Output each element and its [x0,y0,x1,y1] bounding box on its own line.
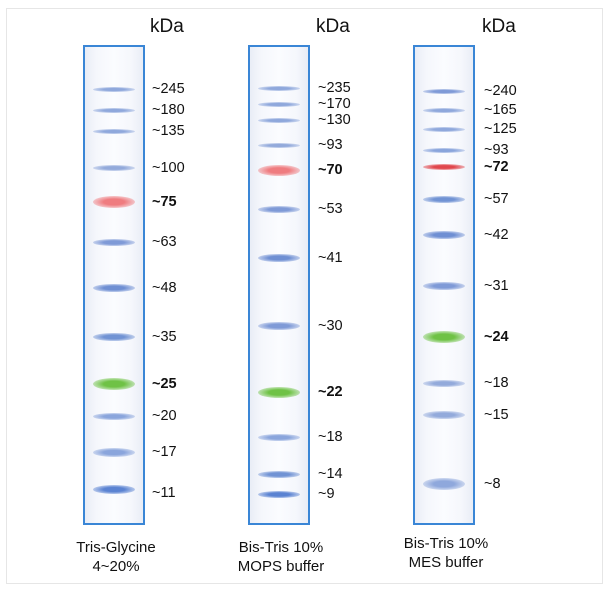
molecular-weight-label: ~235 [318,80,351,96]
molecular-weight-label: ~11 [152,485,176,501]
ladder-band [258,85,300,91]
ladder-band [423,331,465,343]
ladder-band [93,378,135,390]
kda-unit-label: kDa [316,16,350,37]
ladder-band [258,433,300,441]
ladder-band [258,101,300,107]
molecular-weight-label: ~135 [152,123,185,139]
molecular-weight-label: ~8 [484,476,501,492]
kda-unit-label: kDa [482,16,516,37]
ladder-band [258,205,300,213]
ladder-band [423,107,465,113]
gel-lane-2 [248,45,310,525]
ladder-band [423,478,465,490]
ladder-band [93,412,135,420]
molecular-weight-label: ~100 [152,160,185,176]
molecular-weight-label: ~24 [484,329,509,345]
ladder-band [423,147,465,153]
lane-caption: Bis-Tris 10% MES buffer [361,534,531,572]
figure-frame [6,8,603,584]
lane-caption-line-2: MES buffer [408,554,484,571]
ladder-band [258,117,300,123]
kda-unit-label: kDa [150,16,184,37]
ladder-band [93,196,135,208]
molecular-weight-label: ~20 [152,408,177,424]
molecular-weight-label: ~41 [318,250,343,266]
molecular-weight-label: ~245 [152,81,185,97]
molecular-weight-label: ~240 [484,83,517,99]
molecular-weight-label: ~31 [484,278,509,294]
lane-caption-line-2: 4~20% [92,558,140,575]
molecular-weight-label: ~165 [484,102,517,118]
ladder-band [93,107,135,113]
ladder-band [258,490,300,498]
molecular-weight-label: ~35 [152,329,177,345]
ladder-band [93,238,135,246]
lane-caption-line-1: Bis-Tris 10% [238,539,324,556]
ladder-band [258,142,300,148]
lane-caption-line-1: Tris-Glycine [76,539,156,556]
ladder-band [423,231,465,239]
lane-caption-line-2: MOPS buffer [237,558,325,575]
ladder-band [423,411,465,419]
molecular-weight-label: ~72 [484,159,509,175]
ladder-band [93,484,135,494]
molecular-weight-label: ~93 [484,142,509,158]
ladder-band [423,282,465,290]
ladder-band [93,86,135,92]
molecular-weight-label: ~25 [152,376,177,392]
molecular-weight-label: ~125 [484,121,517,137]
ladder-band [93,447,135,457]
molecular-weight-label: ~70 [318,162,343,178]
ladder-band [258,386,300,398]
molecular-weight-label: ~17 [152,444,177,460]
ladder-band [423,379,465,387]
ladder-band [258,470,300,478]
molecular-weight-label: ~57 [484,191,509,207]
ladder-band [423,164,465,170]
gel-lane-3 [413,45,475,525]
ladder-band [258,164,300,176]
molecular-weight-label: ~63 [152,234,177,250]
ladder-band [258,322,300,330]
molecular-weight-label: ~18 [484,375,509,391]
ladder-band [93,284,135,292]
ladder-band [93,128,135,134]
molecular-weight-label: ~130 [318,112,351,128]
ladder-band [93,333,135,341]
molecular-weight-label: ~42 [484,227,509,243]
lane-caption: Bis-Tris 10% MOPS buffer [196,538,366,576]
molecular-weight-label: ~14 [318,466,343,482]
lane-caption-line-1: Bis-Tris 10% [403,535,489,552]
lane-caption: Tris-Glycine 4~20% [31,538,201,576]
molecular-weight-label: ~180 [152,102,185,118]
molecular-weight-label: ~75 [152,194,177,210]
molecular-weight-label: ~48 [152,280,177,296]
molecular-weight-label: ~53 [318,201,343,217]
ladder-band [423,88,465,94]
molecular-weight-label: ~170 [318,96,351,112]
molecular-weight-label: ~30 [318,318,343,334]
ladder-band [258,254,300,262]
molecular-weight-label: ~22 [318,384,343,400]
ladder-band [93,165,135,171]
ladder-band [423,195,465,203]
ladder-band [423,126,465,132]
molecular-weight-label: ~18 [318,429,343,445]
molecular-weight-label: ~15 [484,407,509,423]
gel-lane-1 [83,45,145,525]
molecular-weight-label: ~93 [318,137,343,153]
molecular-weight-label: ~9 [318,486,335,502]
